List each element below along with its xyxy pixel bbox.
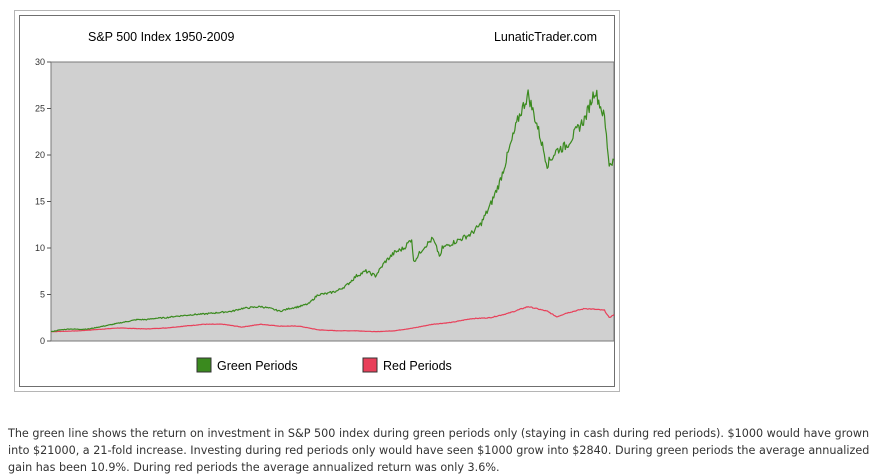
- chart-panel: S&P 500 Index 1950-2009 LunaticTrader.co…: [19, 15, 615, 387]
- y-tick-label: 20: [35, 150, 45, 160]
- legend-swatch-green-periods: [196, 357, 212, 373]
- chart-frame: S&P 500 Index 1950-2009 LunaticTrader.co…: [14, 10, 620, 392]
- y-tick-label: 15: [35, 197, 45, 207]
- y-tick-label: 30: [35, 57, 45, 67]
- y-tick-label: 25: [35, 104, 45, 114]
- series-line-green-periods: [50, 89, 615, 333]
- y-tick-label: 10: [35, 243, 45, 253]
- y-tick-label: 5: [40, 290, 45, 300]
- y-tick-label: 0: [40, 336, 45, 346]
- source-label: LunaticTrader.com: [494, 30, 597, 44]
- series-line-red-periods: [51, 306, 615, 333]
- legend-label-red-periods: Red Periods: [383, 359, 452, 373]
- legend-swatch-red-periods: [362, 357, 378, 373]
- y-axis: 0 5 10 15 20 25 30: [35, 57, 51, 346]
- legend: Green Periods Red Periods: [196, 357, 452, 373]
- series-layer: [50, 89, 615, 333]
- chart-title: S&P 500 Index 1950-2009: [88, 30, 234, 44]
- legend-label-green-periods: Green Periods: [217, 359, 298, 373]
- line-chart: S&P 500 Index 1950-2009 LunaticTrader.co…: [35, 30, 615, 373]
- plot-area: [50, 61, 615, 342]
- chart-caption: The green line shows the return on inves…: [8, 427, 870, 475]
